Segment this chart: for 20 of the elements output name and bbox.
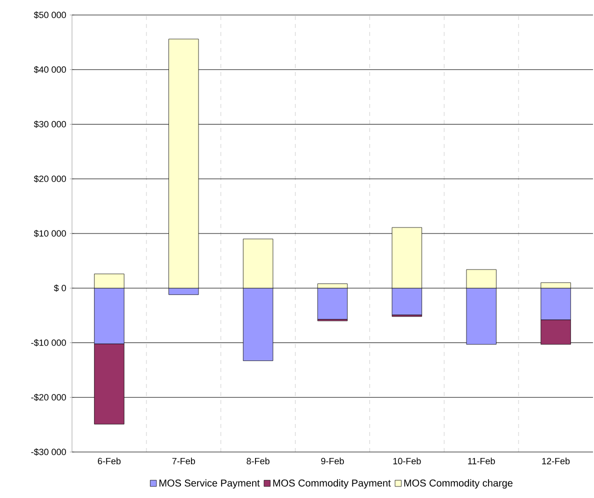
x-tick-label: 6-Feb (98, 458, 121, 464)
x-tick-label: 8-Feb (246, 458, 270, 464)
y-tick-label: $20 000 (34, 175, 66, 183)
x-tick-label: 10-Feb (393, 458, 421, 464)
y-tick-label: $40 000 (34, 66, 66, 74)
y-tick-label: $30 000 (34, 120, 66, 128)
x-tick-label: 12-Feb (542, 458, 570, 464)
y-tick-label: -$30 000 (31, 448, 66, 456)
y-tick-label: $50 000 (34, 11, 66, 19)
x-tick-label: 9-Feb (321, 458, 344, 464)
bar (317, 288, 348, 320)
legend-label: MOS Service Payment (159, 479, 260, 489)
legend-label: MOS Commodity Payment (273, 479, 391, 489)
y-tick-label: $ 0 (54, 284, 66, 292)
legend-label: MOS Commodity charge (404, 479, 513, 489)
y-tick-label: -$10 000 (31, 339, 66, 346)
y-tick-label: $10 000 (34, 230, 66, 238)
y-tick-label: -$20 000 (31, 394, 66, 402)
x-tick-label: 7-Feb (172, 458, 196, 464)
x-tick-label: 11-Feb (468, 458, 495, 464)
